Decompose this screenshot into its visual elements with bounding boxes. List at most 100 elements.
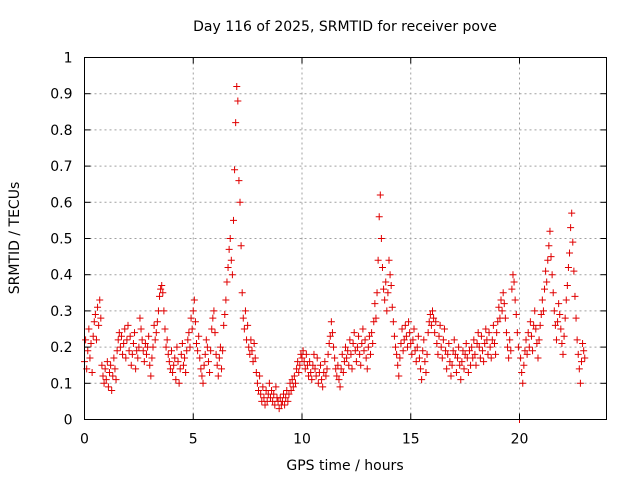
y-axis: 0 0.1 0.2 0.3 0.4 0.5 0.6 0.7 0.8 0.9 1	[50, 51, 607, 429]
data-point	[229, 216, 237, 224]
data-point	[246, 350, 254, 358]
data-point	[158, 282, 166, 290]
data-point	[290, 372, 298, 380]
data-point	[108, 387, 116, 395]
data-point	[451, 350, 459, 358]
data-point	[251, 354, 259, 362]
data-point	[353, 343, 361, 351]
data-point	[170, 361, 178, 369]
data-point	[572, 314, 580, 322]
data-point	[532, 325, 540, 333]
data-point	[393, 350, 401, 358]
data-point	[226, 235, 234, 242]
data-point	[231, 166, 239, 174]
data-point	[573, 336, 581, 344]
data-point	[580, 347, 588, 355]
data-point	[512, 311, 520, 319]
data-point	[370, 318, 378, 326]
data-point	[358, 339, 366, 347]
data-point	[239, 314, 247, 322]
data-point	[535, 336, 543, 344]
data-point	[474, 329, 482, 337]
data-point	[454, 354, 462, 362]
data-point	[115, 329, 123, 337]
data-point	[382, 278, 390, 286]
data-point	[206, 368, 214, 376]
data-point	[361, 336, 369, 344]
data-point	[135, 343, 143, 351]
data-point	[529, 347, 537, 355]
data-point	[187, 314, 195, 322]
data-point	[295, 368, 303, 376]
x-axis: 0 5 10 15 20	[80, 57, 528, 448]
y-tick-label: 0.8	[50, 123, 72, 139]
data-point	[152, 329, 160, 337]
data-point	[227, 256, 235, 264]
data-point	[569, 238, 577, 246]
data-point	[125, 347, 133, 355]
data-point	[100, 379, 108, 387]
data-point	[539, 307, 547, 315]
data-point	[380, 285, 388, 293]
data-point	[482, 325, 490, 333]
data-point	[307, 368, 315, 376]
data-point	[545, 242, 553, 250]
data-point	[547, 253, 555, 261]
data-point	[349, 339, 357, 347]
data-point	[191, 318, 199, 326]
data-point	[210, 307, 218, 315]
data-point	[536, 321, 544, 329]
data-point	[381, 296, 389, 304]
data-point	[406, 329, 414, 337]
data-point	[577, 358, 585, 366]
data-point	[328, 329, 336, 337]
data-point	[319, 383, 327, 391]
data-point	[500, 300, 508, 308]
data-point	[186, 343, 194, 351]
data-point	[426, 311, 434, 319]
data-point	[185, 329, 193, 337]
data-point	[510, 278, 518, 286]
data-point	[261, 401, 269, 409]
data-point	[376, 191, 384, 199]
data-point	[207, 347, 215, 355]
data-point	[433, 339, 441, 347]
data-point	[123, 336, 131, 344]
data-point	[541, 285, 549, 293]
data-point	[270, 390, 278, 398]
data-point	[265, 379, 273, 387]
data-point	[537, 311, 545, 319]
data-point	[212, 350, 220, 358]
data-point	[475, 343, 483, 351]
data-point	[548, 271, 556, 279]
y-tick-label: 0.3	[50, 304, 72, 320]
data-point	[359, 325, 367, 333]
data-point	[305, 372, 313, 380]
y-tick-label: 0.2	[50, 340, 72, 356]
data-point	[507, 347, 515, 355]
data-point	[544, 256, 552, 264]
data-point	[479, 347, 487, 355]
data-point	[460, 365, 468, 373]
data-point	[308, 376, 316, 384]
data-point	[395, 372, 403, 380]
data-point	[367, 350, 375, 358]
data-point	[355, 332, 363, 340]
data-point	[260, 394, 268, 402]
data-point	[138, 336, 146, 344]
data-point	[132, 365, 140, 373]
data-point	[417, 365, 425, 373]
data-point	[410, 325, 418, 333]
data-point	[581, 354, 589, 362]
data-point	[520, 361, 528, 369]
data-point	[86, 354, 94, 362]
data-point	[501, 314, 509, 322]
data-point	[106, 368, 114, 376]
data-point	[148, 354, 156, 362]
data-point	[552, 336, 560, 344]
data-point	[348, 365, 356, 373]
data-point	[91, 311, 99, 319]
data-point	[530, 321, 538, 329]
data-point	[437, 343, 445, 351]
